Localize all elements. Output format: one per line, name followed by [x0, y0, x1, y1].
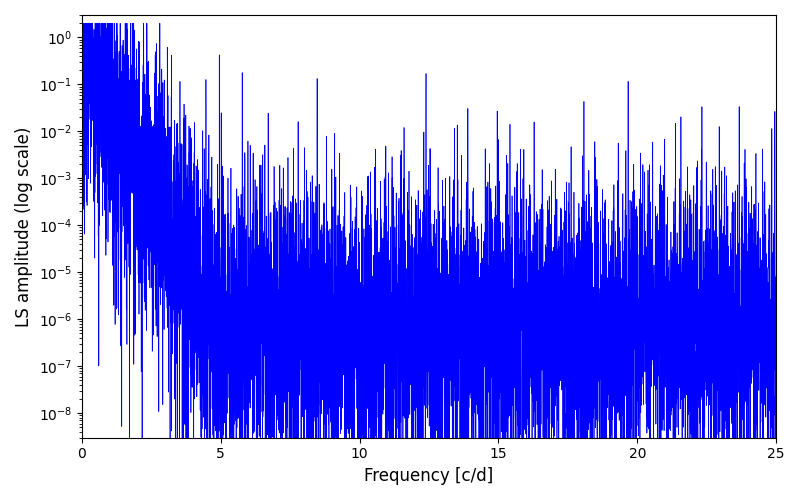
- Y-axis label: LS amplitude (log scale): LS amplitude (log scale): [15, 126, 33, 326]
- X-axis label: Frequency [c/d]: Frequency [c/d]: [364, 467, 494, 485]
